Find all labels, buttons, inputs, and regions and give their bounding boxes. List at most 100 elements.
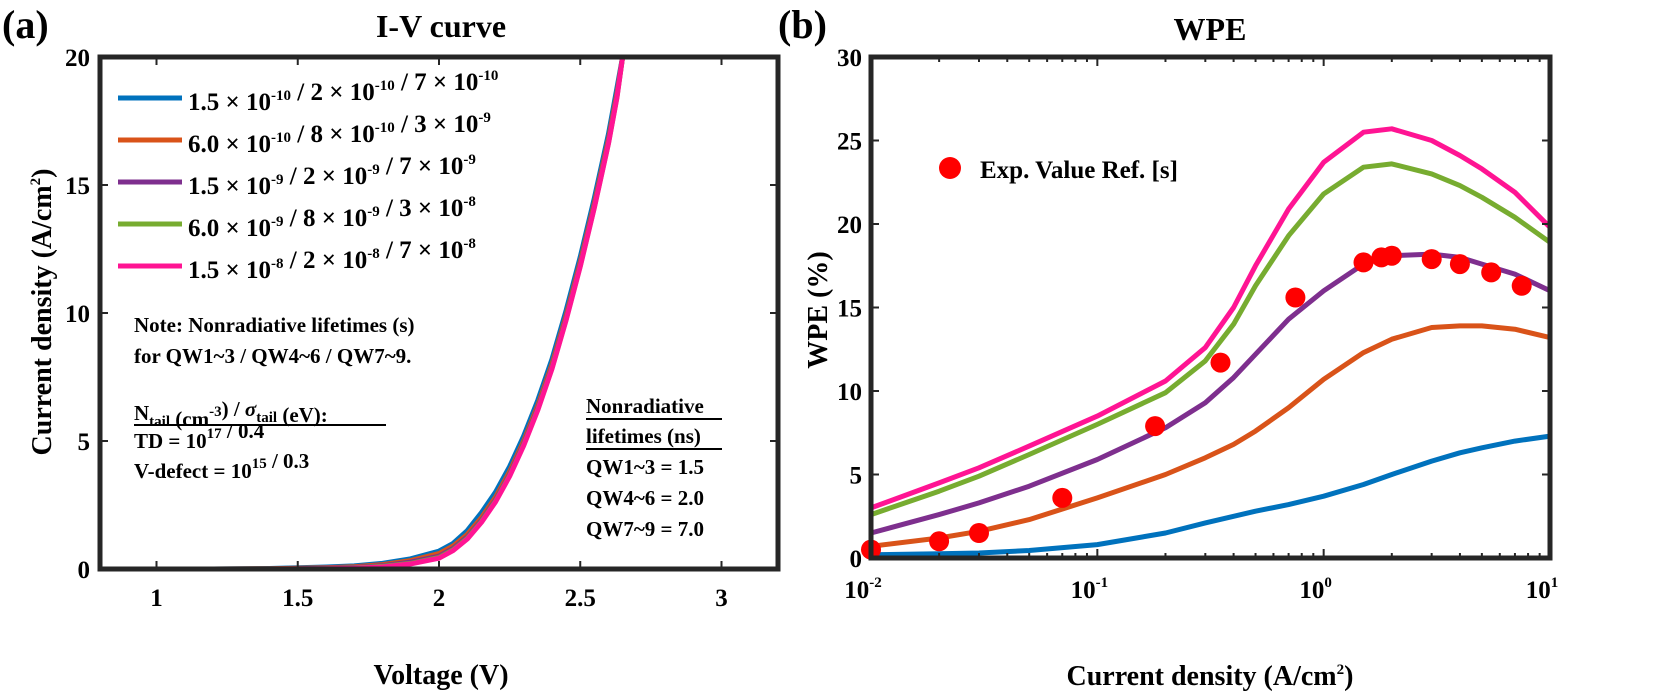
iv-y-tick-label: 0 xyxy=(78,557,91,584)
iv-legend: 1.5 × 10-10 / 2 × 10-10 / 7 × 10-106.0 ×… xyxy=(118,68,498,284)
iv-legend-entry-3: 1.5 × 10-9 / 2 × 10-9 / 7 × 10-9 xyxy=(188,152,476,200)
text-part: -8 xyxy=(367,246,380,262)
iv-legend-entry-4: 6.0 × 10-9 / 8 × 10-9 / 3 × 10-8 xyxy=(188,194,476,242)
text-part: -8 xyxy=(271,256,284,272)
iv-x-tick-label: 2.5 xyxy=(565,585,596,612)
wpe-xlabel-main: Current density (A/cm xyxy=(1067,661,1337,692)
panel-label-a: (a) xyxy=(2,2,49,47)
wpe-y-tick-label: 5 xyxy=(850,463,863,490)
text-part: -10 xyxy=(375,78,395,94)
note-line-1: Note: Nonradiative lifetimes (s) xyxy=(134,313,415,337)
text-part: -8 xyxy=(463,236,476,252)
exp-data-point xyxy=(969,523,989,543)
text-part: -9 xyxy=(271,214,284,230)
nr-line-3: QW7~9 = 7.0 xyxy=(586,517,704,541)
exp-data-point xyxy=(929,531,950,552)
wpe-xlabel-close: ) xyxy=(1344,661,1353,692)
text-part: -9 xyxy=(478,110,491,126)
exp-legend-label: Exp. Value Ref. [s] xyxy=(980,157,1178,184)
wpe-x-axis-label: Current density (A/cm2) xyxy=(1067,661,1354,692)
text-part: / 3 × 10 xyxy=(380,195,464,222)
wpe-y-axis-label: WPE (%) xyxy=(803,251,834,368)
v-defect-line: V-defect = 1015 / 0.3 xyxy=(134,449,309,483)
text-part: -9 xyxy=(367,162,380,178)
wpe-y-tick-label: 15 xyxy=(837,296,862,323)
iv-ylabel-close: ) xyxy=(27,169,58,178)
text-part: / 3 × 10 xyxy=(395,111,479,138)
wpe-series-line-1 xyxy=(868,433,1553,558)
text-part: / 0.3 xyxy=(267,449,310,473)
exp-data-point xyxy=(1449,254,1470,275)
iv-axis-ticks: 1 1.5 2 2.5 3 0 5 10 15 20 xyxy=(65,45,778,612)
text-part: / 8 × 10 xyxy=(284,205,368,232)
iv-ylabel-main: Current density (A/cm xyxy=(27,185,58,455)
text-part: / 2 × 10 xyxy=(284,163,368,190)
text-part: 1.5 × 10 xyxy=(188,89,271,116)
exp-data-point xyxy=(1210,352,1231,373)
nr-header-line-1: Nonradiative xyxy=(586,394,704,418)
text-part: -10 xyxy=(478,68,498,84)
exp-data-point xyxy=(1421,249,1442,270)
text-part: / 7 × 10 xyxy=(395,69,479,96)
iv-x-tick-label: 3 xyxy=(715,585,728,612)
text-part: -9 xyxy=(367,204,380,220)
text-part: -10 xyxy=(271,130,291,146)
iv-chart-title: I-V curve xyxy=(376,8,506,44)
text-part: (eV): xyxy=(277,403,328,427)
wpe-x-tick-label: 100 xyxy=(1299,575,1332,604)
nr-header-line-2: lifetimes (ns) xyxy=(586,424,701,448)
iv-legend-entry-2: 6.0 × 10-10 / 8 × 10-10 / 3 × 10-9 xyxy=(188,110,491,158)
wpe-y-tick-label: 30 xyxy=(837,45,862,72)
wpe-y-tick-label: 20 xyxy=(837,212,862,239)
panel-label-b: (b) xyxy=(778,2,827,47)
text-part: -3 xyxy=(209,404,222,420)
text-part: 6.0 × 10 xyxy=(188,215,271,242)
wpe-axis-ticks: 10-2 10-1 100 101 0 5 10 15 20 25 30 xyxy=(837,45,1558,604)
text-part: / 8 × 10 xyxy=(291,121,375,148)
wpe-plot-frame xyxy=(868,54,1553,561)
wpe-chart-title: WPE xyxy=(1174,11,1247,47)
iv-legend-entry-1: 1.5 × 10-10 / 2 × 10-10 / 7 × 10-10 xyxy=(188,68,498,116)
wpe-x-tick-label: 10-2 xyxy=(844,575,882,604)
text-part: 17 xyxy=(207,426,223,442)
wpe-x-tick-label: 101 xyxy=(1526,575,1559,604)
exp-data-point xyxy=(1052,487,1073,508)
iv-y-tick-label: 15 xyxy=(65,173,90,200)
text-part: / 7 × 10 xyxy=(380,237,464,264)
text-part: TD = 10 xyxy=(134,429,207,453)
text-part: tail xyxy=(256,410,277,426)
text-part: / 7 × 10 xyxy=(380,153,464,180)
wpe-series-line-4 xyxy=(868,161,1553,518)
nr-line-1: QW1~3 = 1.5 xyxy=(586,455,704,479)
wpe-y-tick-label: 25 xyxy=(837,129,862,156)
exp-data-point xyxy=(1511,275,1532,296)
iv-y-tick-label: 10 xyxy=(65,301,90,328)
text-part: ) / xyxy=(222,397,245,421)
wpe-y-tick-label: 0 xyxy=(850,546,863,573)
wpe-panel: (b) WPE 10-2 10-1 100 101 0 5 10 15 20 25 30 Curre… xyxy=(778,2,1558,692)
exp-data-point xyxy=(1381,245,1402,266)
text-part: / 2 × 10 xyxy=(284,247,368,274)
td-line: TD = 1017 / 0.4 xyxy=(134,419,265,453)
wpe-xlabel-superscript: 2 xyxy=(1337,662,1345,678)
text-part: N xyxy=(134,401,149,425)
wpe-y-tick-label: 10 xyxy=(837,379,862,406)
nr-line-2: QW4~6 = 2.0 xyxy=(586,486,704,510)
text-part: 1.5 × 10 xyxy=(188,173,271,200)
iv-legend-entry-5: 1.5 × 10-8 / 2 × 10-8 / 7 × 10-8 xyxy=(188,236,476,284)
iv-y-tick-label: 20 xyxy=(65,45,90,72)
text-part: -8 xyxy=(463,194,476,210)
exp-data-point xyxy=(1353,252,1374,273)
tail-parameters-header: Ntail (cm-3) / σtail (eV): xyxy=(134,397,328,431)
text-part: σ xyxy=(245,397,257,421)
iv-x-tick-label: 1 xyxy=(150,585,163,612)
text-part: -9 xyxy=(463,152,476,168)
text-part: tail xyxy=(149,414,170,430)
iv-ylabel-superscript: 2 xyxy=(28,178,44,186)
text-part: / 0.4 xyxy=(222,419,265,443)
iv-y-tick-label: 5 xyxy=(78,429,91,456)
iv-y-axis-label: Current density (A/cm2) xyxy=(27,169,58,456)
text-part: (cm xyxy=(170,407,210,431)
text-part: 6.0 × 10 xyxy=(188,131,271,158)
